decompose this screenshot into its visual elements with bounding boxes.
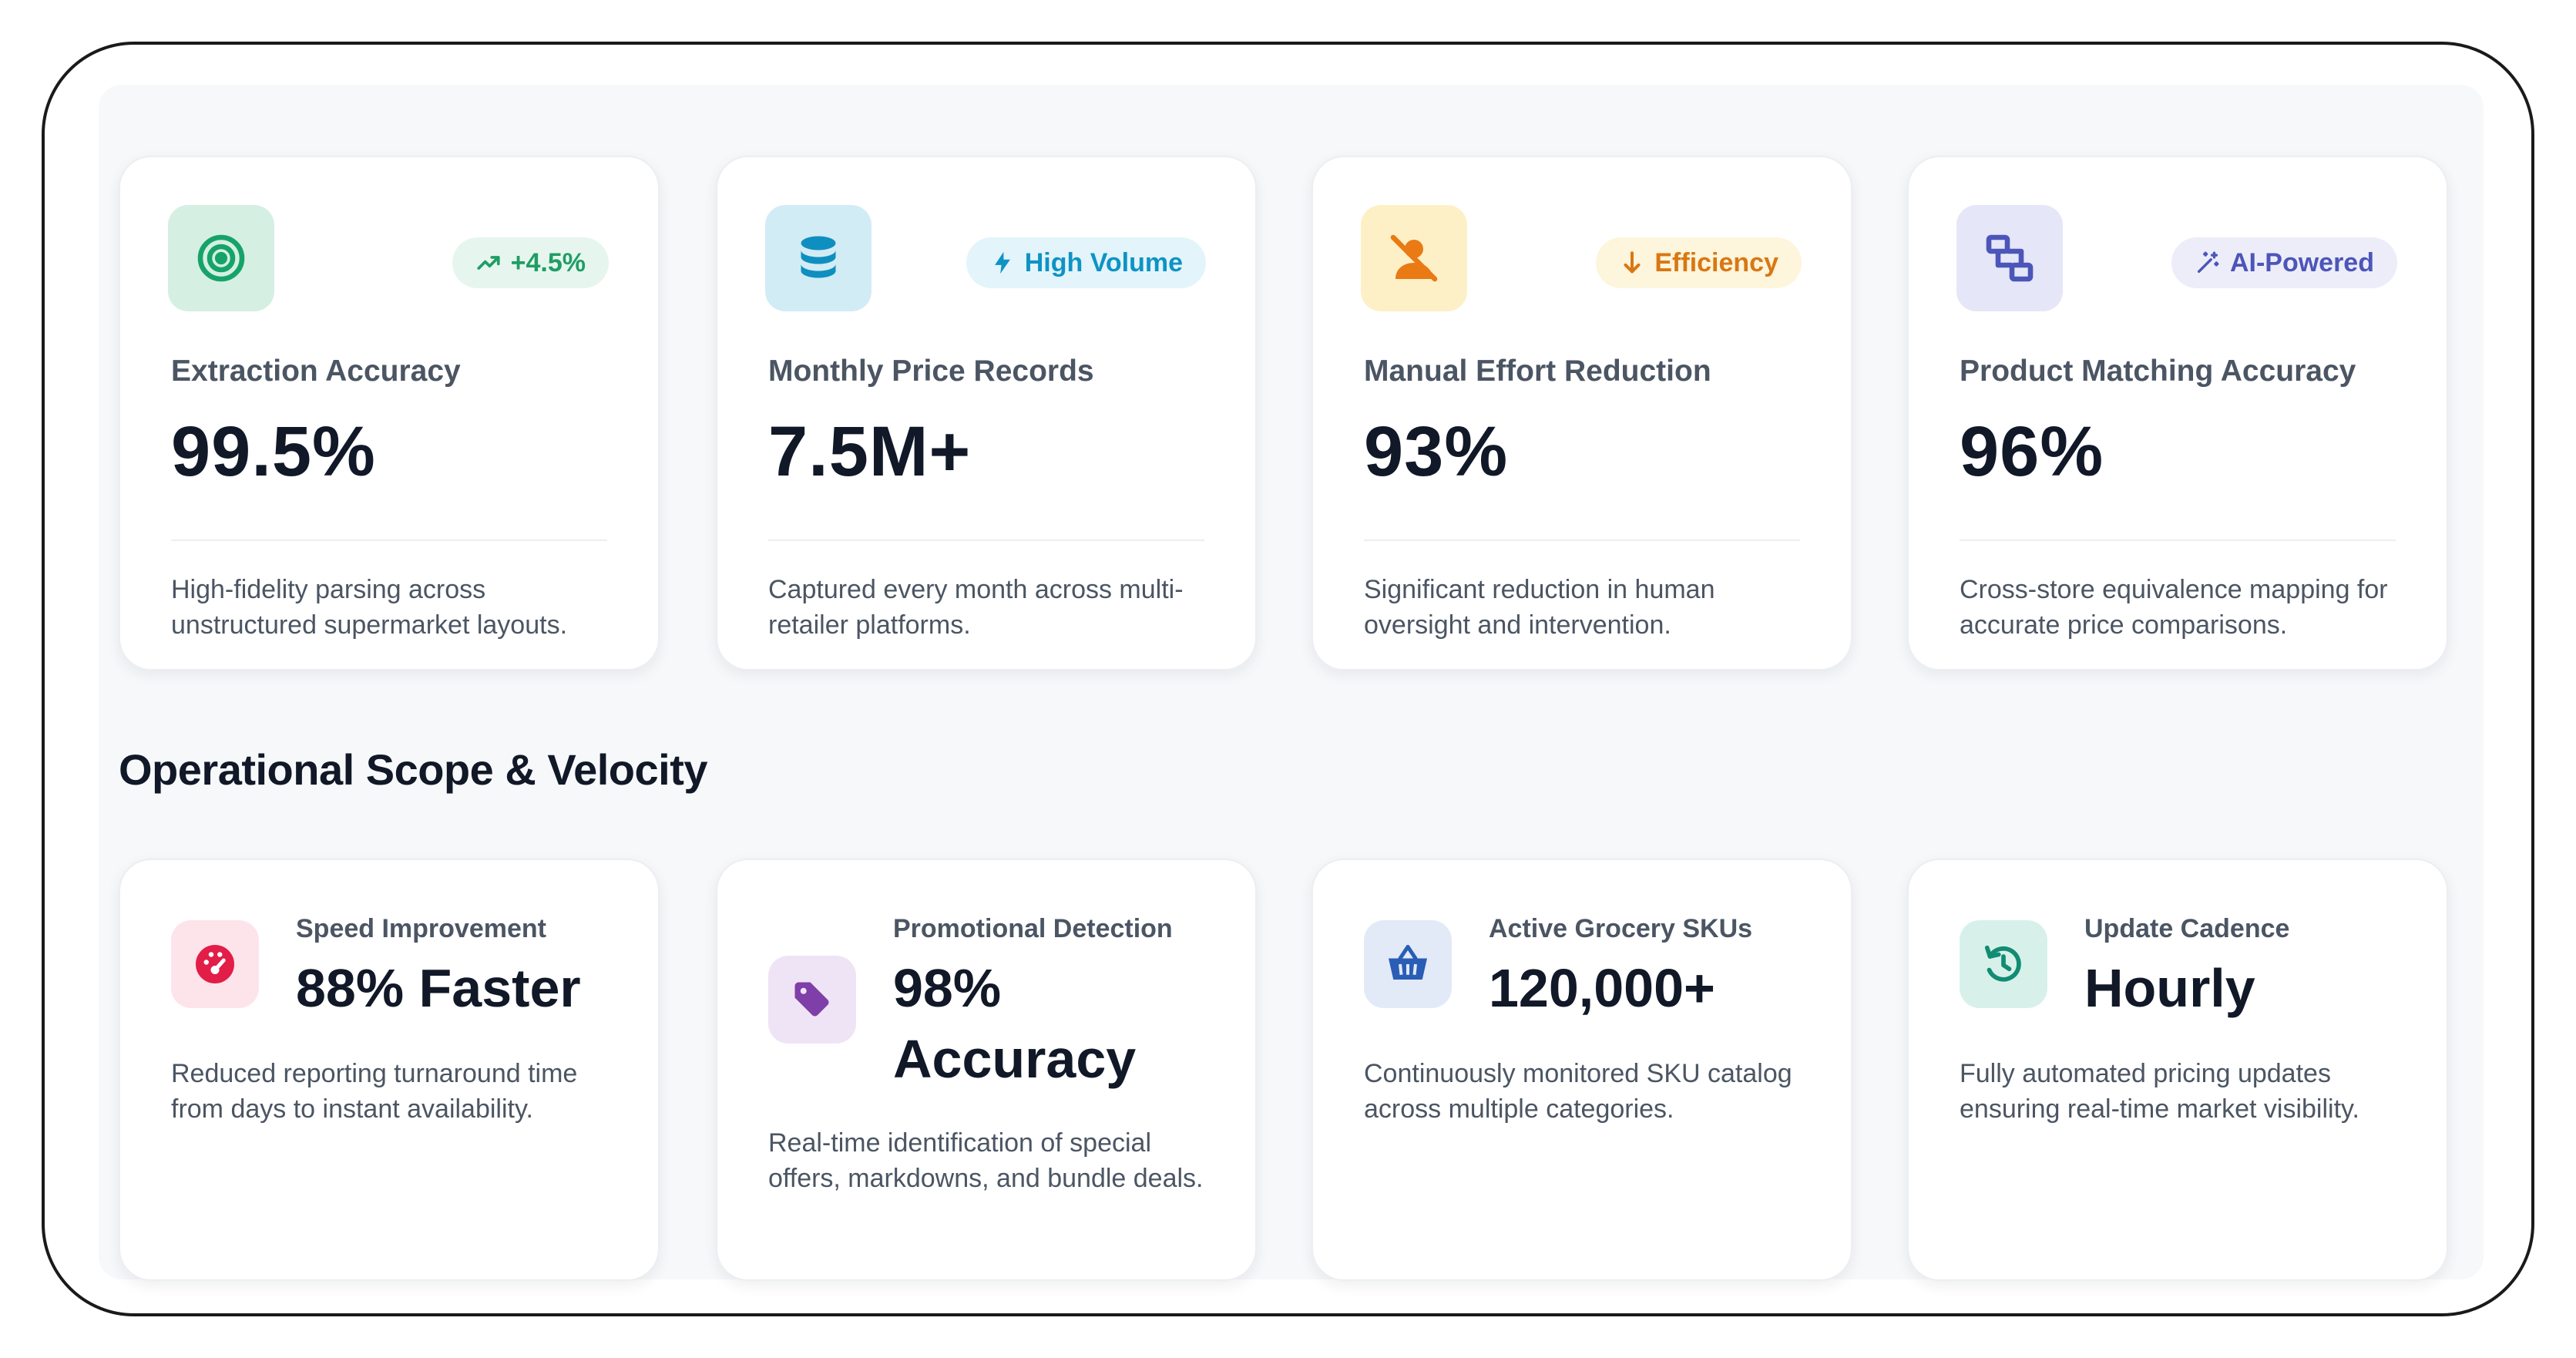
metric-value: 96% (1960, 412, 2104, 491)
metric-card-monthly-price-records: High Volume Monthly Price Records 7.5M+ … (716, 156, 1257, 671)
metric-value: 99.5% (171, 412, 376, 491)
metric-description: High-fidelity parsing across unstructure… (171, 575, 568, 640)
magic-wand-icon (2197, 251, 2219, 274)
volume-badge: High Volume (966, 237, 1206, 288)
scope-card-promotional-detection: Promotional Detection 98% Accuracy Real-… (716, 859, 1257, 1281)
scope-card-speed-improvement: Speed Improvement 88% Faster Reduced rep… (119, 859, 660, 1281)
efficiency-badge: Efficiency (1596, 237, 1802, 288)
scope-card-active-grocery-skus: Active Grocery SKUs 120,000+ Continuousl… (1312, 859, 1852, 1281)
metric-description: Captured every month across multi-retail… (768, 575, 1184, 640)
arrow-down-icon (1624, 251, 1641, 274)
scope-card-update-cadence: Update Cadence Hourly Fully automated pr… (1907, 859, 2448, 1281)
scope-value: 88% Faster (296, 958, 581, 1018)
basket-icon (1364, 920, 1452, 1008)
metric-description: Significant reduction in human oversight… (1364, 575, 1715, 640)
tag-icon (768, 956, 856, 1044)
scope-value: 120,000+ (1489, 958, 1715, 1018)
speedometer-icon (171, 920, 259, 1008)
divider (768, 540, 1204, 541)
metric-label: Monthly Price Records (768, 355, 1094, 388)
metric-card-extraction-accuracy: +4.5% Extraction Accuracy 99.5% High-fid… (119, 156, 660, 671)
scope-value: 98% Accuracy (893, 958, 1137, 1089)
metric-value: 7.5M+ (768, 412, 972, 491)
badge-text: +4.5% (510, 247, 586, 277)
scope-value: Hourly (2084, 958, 2255, 1018)
divider (1960, 540, 2396, 541)
scope-description: Real-time identification of special offe… (768, 1128, 1204, 1193)
screenshot-frame: +4.5% Extraction Accuracy 99.5% High-fid… (42, 42, 2534, 1316)
scope-description: Fully automated pricing updates ensuring… (1960, 1059, 2359, 1124)
scope-description: Continuously monitored SKU catalog acros… (1364, 1059, 1792, 1124)
scope-label: Promotional Detection (893, 914, 1173, 943)
match-icon (1956, 205, 2063, 311)
scope-label: Speed Improvement (296, 914, 546, 943)
metric-card-product-matching-accuracy: AI-Powered Product Matching Accuracy 96%… (1907, 156, 2448, 671)
database-icon (765, 205, 872, 311)
ai-powered-badge: AI-Powered (2171, 237, 2397, 288)
metric-value: 93% (1364, 412, 1509, 491)
trend-up-icon (477, 256, 500, 270)
target-icon (168, 205, 274, 311)
metric-description: Cross-store equivalence mapping for accu… (1960, 575, 2388, 640)
metric-label: Product Matching Accuracy (1960, 355, 2356, 388)
divider (1364, 540, 1800, 541)
stats-panel: +4.5% Extraction Accuracy 99.5% High-fid… (99, 85, 2484, 1281)
metric-label: Manual Effort Reduction (1364, 355, 1711, 388)
metric-card-manual-effort-reduction: Efficiency Manual Effort Reduction 93% S… (1312, 156, 1852, 671)
section-title: Operational Scope & Velocity (119, 745, 708, 794)
scope-label: Active Grocery SKUs (1489, 914, 1753, 943)
divider (171, 540, 607, 541)
history-icon (1960, 920, 2047, 1008)
accuracy-trend-badge: +4.5% (452, 237, 609, 288)
scope-label: Update Cadence (2084, 914, 2290, 943)
badge-text: High Volume (1024, 247, 1183, 277)
badge-text: AI-Powered (2229, 247, 2374, 277)
lightning-icon (994, 251, 1010, 274)
metric-label: Extraction Accuracy (171, 355, 461, 388)
scope-description: Reduced reporting turnaround time from d… (171, 1059, 578, 1124)
badge-text: Efficiency (1654, 247, 1778, 277)
user-off-icon (1361, 205, 1467, 311)
